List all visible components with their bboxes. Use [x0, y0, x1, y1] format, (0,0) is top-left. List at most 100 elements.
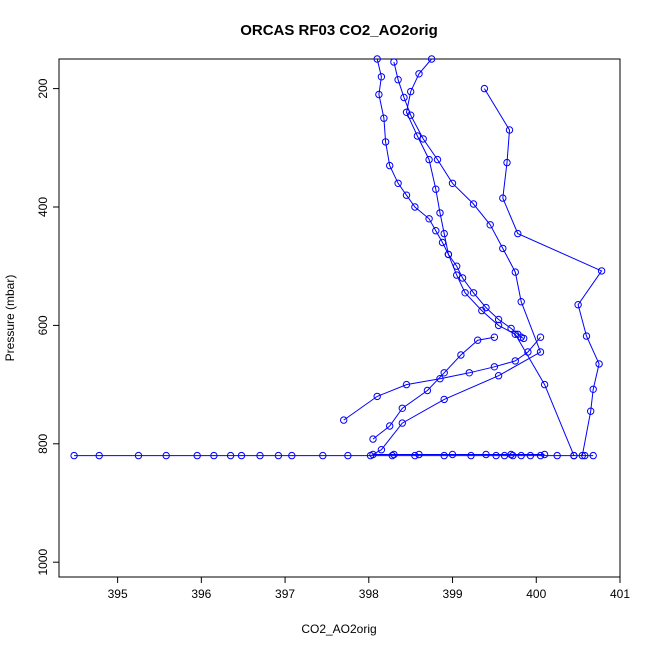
data-point [319, 451, 327, 460]
data-point [423, 386, 432, 395]
data-point [453, 271, 461, 279]
data-point [415, 70, 423, 78]
y-axis: 200 400 600 800 1000 [36, 78, 59, 576]
data-point [448, 450, 457, 459]
data-point [398, 404, 406, 412]
data-point [288, 451, 296, 460]
data-point [427, 55, 436, 63]
data-point [448, 179, 457, 188]
y-tick-label: 1000 [36, 549, 50, 576]
data-point [226, 451, 235, 460]
data-point [440, 229, 448, 238]
data-point [478, 306, 486, 315]
series-layer [70, 55, 606, 460]
data-point [366, 451, 375, 460]
data-point [390, 58, 398, 66]
data-point [461, 289, 469, 297]
data-point [499, 194, 507, 202]
x-tick-label: 396 [191, 587, 211, 601]
data-point [520, 334, 528, 343]
data-point [432, 185, 440, 193]
data-point [536, 451, 545, 460]
data-point [589, 451, 597, 460]
data-point [469, 200, 478, 208]
data-point [511, 357, 519, 365]
series-line-4 [343, 336, 541, 421]
data-point [553, 451, 561, 460]
data-point [444, 250, 453, 259]
data-point [540, 380, 549, 389]
data-point [394, 76, 402, 84]
data-point [582, 332, 591, 340]
data-point [511, 268, 519, 276]
data-point [574, 301, 582, 309]
x-tick-label: 398 [359, 587, 379, 601]
data-point [369, 435, 377, 443]
data-point [70, 451, 78, 460]
x-tick-label: 400 [526, 587, 546, 601]
data-point [436, 209, 444, 217]
data-point [340, 416, 348, 424]
data-point [373, 55, 381, 63]
series-line-1 [376, 58, 524, 339]
data-point [375, 90, 383, 99]
data-point [432, 227, 440, 235]
data-point [134, 451, 143, 460]
data-point [499, 244, 507, 253]
data-point [210, 451, 218, 460]
data-point [465, 369, 473, 377]
data-point [411, 451, 419, 460]
data-point [425, 155, 433, 164]
data-point [433, 155, 442, 164]
data-point [526, 451, 535, 460]
data-point [419, 135, 427, 143]
data-point [407, 87, 415, 96]
data-point [381, 138, 390, 146]
data-point [402, 380, 411, 389]
x-axis: 395 396 397 398 399 400 401 [108, 577, 630, 601]
data-point [458, 274, 467, 282]
data-point [536, 348, 545, 356]
data-point [95, 451, 103, 460]
data-point [469, 289, 478, 297]
data-point [440, 395, 448, 404]
x-tick-label: 397 [275, 587, 295, 601]
data-point [587, 407, 595, 415]
data-point [411, 203, 419, 211]
data-point [386, 422, 394, 430]
series-line-5 [372, 336, 495, 440]
data-point [162, 451, 170, 460]
x-axis-label: CO2_AO2orig [301, 622, 376, 636]
x-tick-label: 395 [108, 587, 128, 601]
data-point [597, 267, 606, 275]
data-point [400, 93, 408, 102]
data-point [581, 451, 589, 460]
data-point [398, 419, 406, 427]
data-point [517, 298, 525, 306]
data-point [490, 333, 499, 341]
data-point [413, 132, 422, 140]
data-point [388, 451, 396, 460]
data-point [377, 446, 386, 454]
data-point [344, 451, 352, 460]
y-axis-label: Pressure (mbar) [3, 275, 17, 362]
data-point [492, 451, 500, 460]
data-point [505, 126, 514, 134]
data-point [415, 450, 423, 459]
data-point [486, 221, 494, 229]
series-line-3 [371, 61, 545, 455]
data-point [402, 191, 411, 199]
data-point [380, 114, 388, 122]
data-point [425, 215, 433, 223]
data-point [467, 451, 475, 460]
data-point [589, 385, 597, 393]
y-tick-label: 400 [36, 197, 50, 217]
data-point [256, 451, 264, 460]
y-tick-label: 800 [36, 433, 50, 453]
data-point [386, 161, 394, 170]
data-point [490, 363, 499, 371]
data-point [514, 229, 522, 238]
data-point [377, 73, 386, 81]
data-point [402, 108, 411, 117]
data-point [570, 451, 578, 460]
